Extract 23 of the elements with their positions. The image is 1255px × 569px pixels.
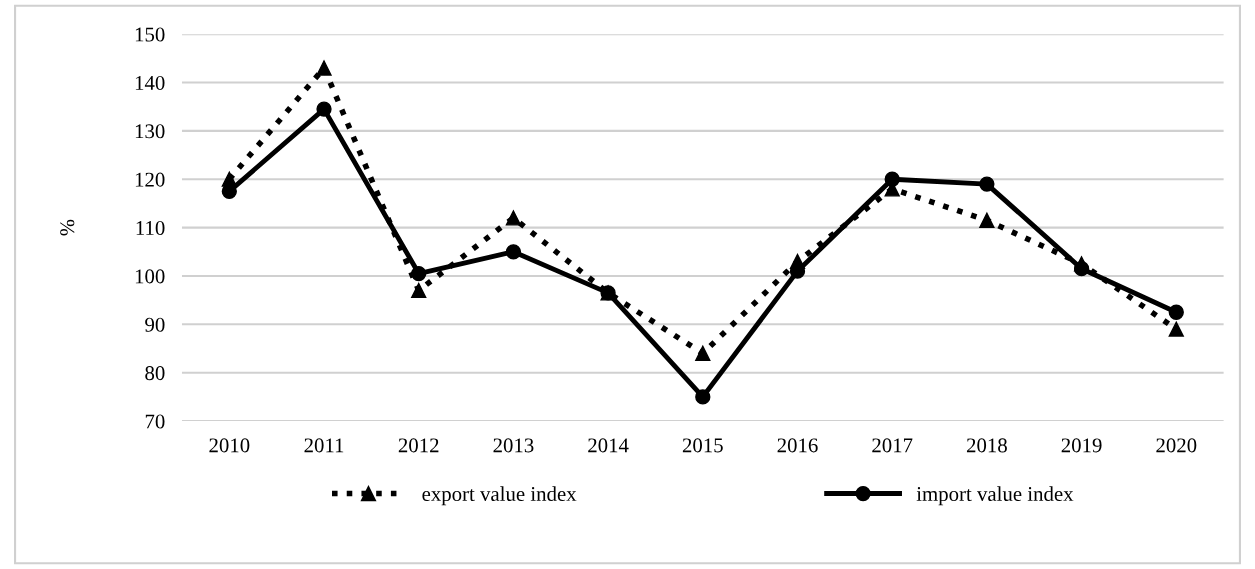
legend-label: export value index [422, 486, 577, 506]
y-tick-label: 70 [145, 414, 165, 429]
x-tick-label: 2011 [304, 438, 344, 453]
x-tick-label: 2017 [872, 438, 913, 453]
x-tick-label: 2020 [1156, 438, 1197, 453]
x-tick-label: 2014 [588, 438, 629, 453]
y-tick-label: 140 [135, 75, 165, 90]
y-tick-label: 110 [136, 220, 165, 236]
x-tick-label: 2013 [493, 438, 534, 453]
y-tick-label: 100 [135, 269, 165, 284]
x-tick-label: 2010 [209, 438, 250, 453]
x-tick-label: 2016 [777, 438, 818, 453]
y-tick-label: 130 [135, 124, 165, 139]
y-tick-label: 90 [145, 317, 165, 332]
x-tick-label: 2012 [398, 438, 439, 453]
y-tick-label: 150 [135, 27, 165, 42]
x-tick-label: 2019 [1061, 438, 1102, 453]
y-tick-label: 80 [145, 366, 165, 381]
legend-label: import value index [916, 486, 1074, 506]
y-axis-title: % [60, 219, 75, 236]
x-tick-label: 2018 [966, 438, 1007, 453]
x-tick-label: 2015 [682, 438, 723, 453]
y-tick-label: 120 [135, 172, 165, 187]
